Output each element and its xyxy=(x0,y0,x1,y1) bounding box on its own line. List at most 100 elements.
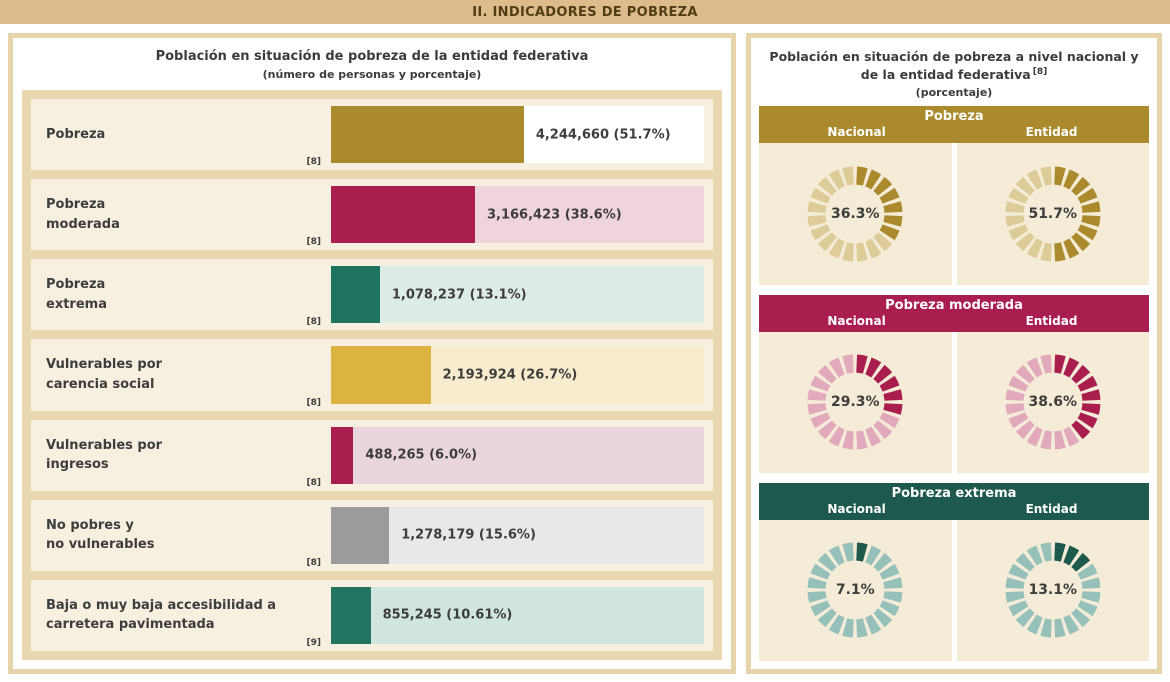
donut-segment xyxy=(1015,608,1035,628)
donut-percentage: 38.6% xyxy=(1028,394,1078,411)
donut-segment xyxy=(818,365,837,384)
right-panel-title-footnote: [8] xyxy=(1032,67,1048,78)
donut-segment xyxy=(818,608,837,628)
donut-segment xyxy=(1081,389,1101,401)
donut-segment xyxy=(856,430,868,450)
donut-chart xyxy=(807,542,903,638)
donut-segment xyxy=(883,577,903,590)
donut-segment xyxy=(879,375,900,392)
bar-value-label: 855,245 (10.61%) xyxy=(382,607,513,623)
donut-segment xyxy=(1008,375,1029,392)
bar-row: Pobreza extrema [8] 1,078,237 (13.1%) xyxy=(31,259,713,331)
donut-segment xyxy=(873,608,893,628)
donut-segment xyxy=(829,614,845,635)
donut-segment xyxy=(1008,187,1029,204)
donut-group-title: Pobreza extrema xyxy=(891,485,1017,501)
donut-group-columns: Nacional Entidad xyxy=(759,502,1149,517)
donut-segment xyxy=(842,166,854,186)
bar-rows: Pobreza [8] 4,244,660 (51.7%) Pobreza mo… xyxy=(22,90,722,660)
donut-group-body: 36.3% 51.7% xyxy=(759,143,1149,285)
donut-segment xyxy=(879,412,900,429)
donut-segment xyxy=(810,187,831,204)
donut-segment xyxy=(865,169,882,190)
donut-cell-entidad: 38.6% xyxy=(956,331,1149,473)
donut-segment xyxy=(1026,169,1043,190)
donut-segment xyxy=(1077,187,1098,204)
bar-row-label-area: Pobreza extrema [8] xyxy=(31,259,331,330)
donut-segment xyxy=(1008,412,1029,429)
donut-segment xyxy=(807,591,827,604)
donut-segment xyxy=(1015,232,1035,252)
donut-chart xyxy=(1005,542,1101,638)
donut-segment xyxy=(1005,215,1025,227)
donut-segment xyxy=(1008,564,1029,581)
donut-segment xyxy=(829,238,845,259)
donut-group-body: 7.1% 13.1% xyxy=(759,519,1149,662)
donut-segment xyxy=(1081,403,1101,415)
donut-segment xyxy=(807,201,827,213)
bar-row: Pobreza [8] 4,244,660 (51.7%) xyxy=(31,99,713,171)
bar-row-footnote: [8] xyxy=(306,237,322,248)
donut-segment xyxy=(842,430,854,450)
donut-segment xyxy=(1005,591,1025,604)
donut-percentage: 36.3% xyxy=(830,206,880,222)
donut-segment xyxy=(1077,600,1098,617)
donut-segment xyxy=(1026,238,1043,259)
donut-segment xyxy=(1081,577,1101,590)
donut-segment xyxy=(856,354,868,374)
donut-segment xyxy=(856,166,868,186)
entity-poverty-panel: Población en situación de pobreza de la … xyxy=(8,33,736,674)
right-panel-title: Población en situación de pobreza a nive… xyxy=(751,38,1157,86)
donut-segment xyxy=(1071,232,1090,252)
donut-segment xyxy=(842,618,854,638)
donut-cell-entidad: 51.7% xyxy=(956,143,1149,285)
donut-segment xyxy=(829,357,845,378)
bar-fill xyxy=(331,426,354,484)
bar-chart-area: 3,166,423 (38.6%) xyxy=(331,179,704,250)
bar-track xyxy=(331,266,704,324)
bar-row: Vulnerables por ingresos [8] 488,265 (6.… xyxy=(31,419,713,491)
donut-segment xyxy=(873,420,893,440)
donut-segment xyxy=(1040,242,1052,262)
donut-segment xyxy=(865,357,882,378)
donut-segment xyxy=(829,169,845,190)
bar-row-footnote: [8] xyxy=(306,317,322,328)
bar-row: Baja o muy baja accesibilidad a carreter… xyxy=(31,579,713,651)
donut-segment xyxy=(818,553,837,573)
donut-segment xyxy=(1054,542,1066,563)
donut-segment xyxy=(1071,553,1090,573)
donut-segment xyxy=(1071,608,1090,628)
donut-segment xyxy=(1054,618,1066,638)
column-label-entidad: Entidad xyxy=(1025,501,1078,516)
donut-group-header: Pobreza Nacional Entidad xyxy=(759,106,1149,144)
donut-segment xyxy=(856,542,868,563)
donut-segment xyxy=(1063,426,1079,447)
right-panel-subtitle: (porcentaje) xyxy=(915,86,993,100)
donut-segment xyxy=(865,238,882,259)
donut-segment xyxy=(873,232,893,252)
donut-segment xyxy=(1054,354,1066,374)
donut-segment xyxy=(1005,577,1025,590)
donut-segment xyxy=(883,591,903,604)
donut-segment xyxy=(1077,564,1098,581)
donut-group-header: Pobreza moderada Nacional Entidad xyxy=(759,294,1149,332)
donut-segment xyxy=(883,403,903,415)
donut-segment xyxy=(842,542,854,563)
donut-segment xyxy=(842,354,854,374)
left-panel-title: Población en situación de pobreza de la … xyxy=(155,49,589,64)
donut-segment xyxy=(818,420,837,440)
donut-cell-nacional: 29.3% xyxy=(759,331,952,473)
bar-row-label: Pobreza extrema xyxy=(46,277,107,312)
left-panel-subtitle: (número de personas y porcentaje) xyxy=(262,68,482,81)
bar-fill xyxy=(331,586,371,644)
donut-percentage: 51.7% xyxy=(1028,206,1078,222)
bar-row-label: Vulnerables por ingresos xyxy=(46,437,163,473)
right-panel-title-text: Población en situación de pobreza a nive… xyxy=(769,49,1139,83)
donut-segment xyxy=(879,564,900,581)
donut-group-title: Pobreza moderada xyxy=(885,297,1023,313)
donut-segment xyxy=(1040,166,1052,186)
donut-segment xyxy=(1008,600,1029,617)
bar-value-label: 2,193,924 (26.7%) xyxy=(442,367,578,383)
bar-row: No pobres y no vulnerables [8] 1,278,179… xyxy=(31,499,713,571)
donut-group-header: Pobreza extrema Nacional Entidad xyxy=(759,482,1149,520)
